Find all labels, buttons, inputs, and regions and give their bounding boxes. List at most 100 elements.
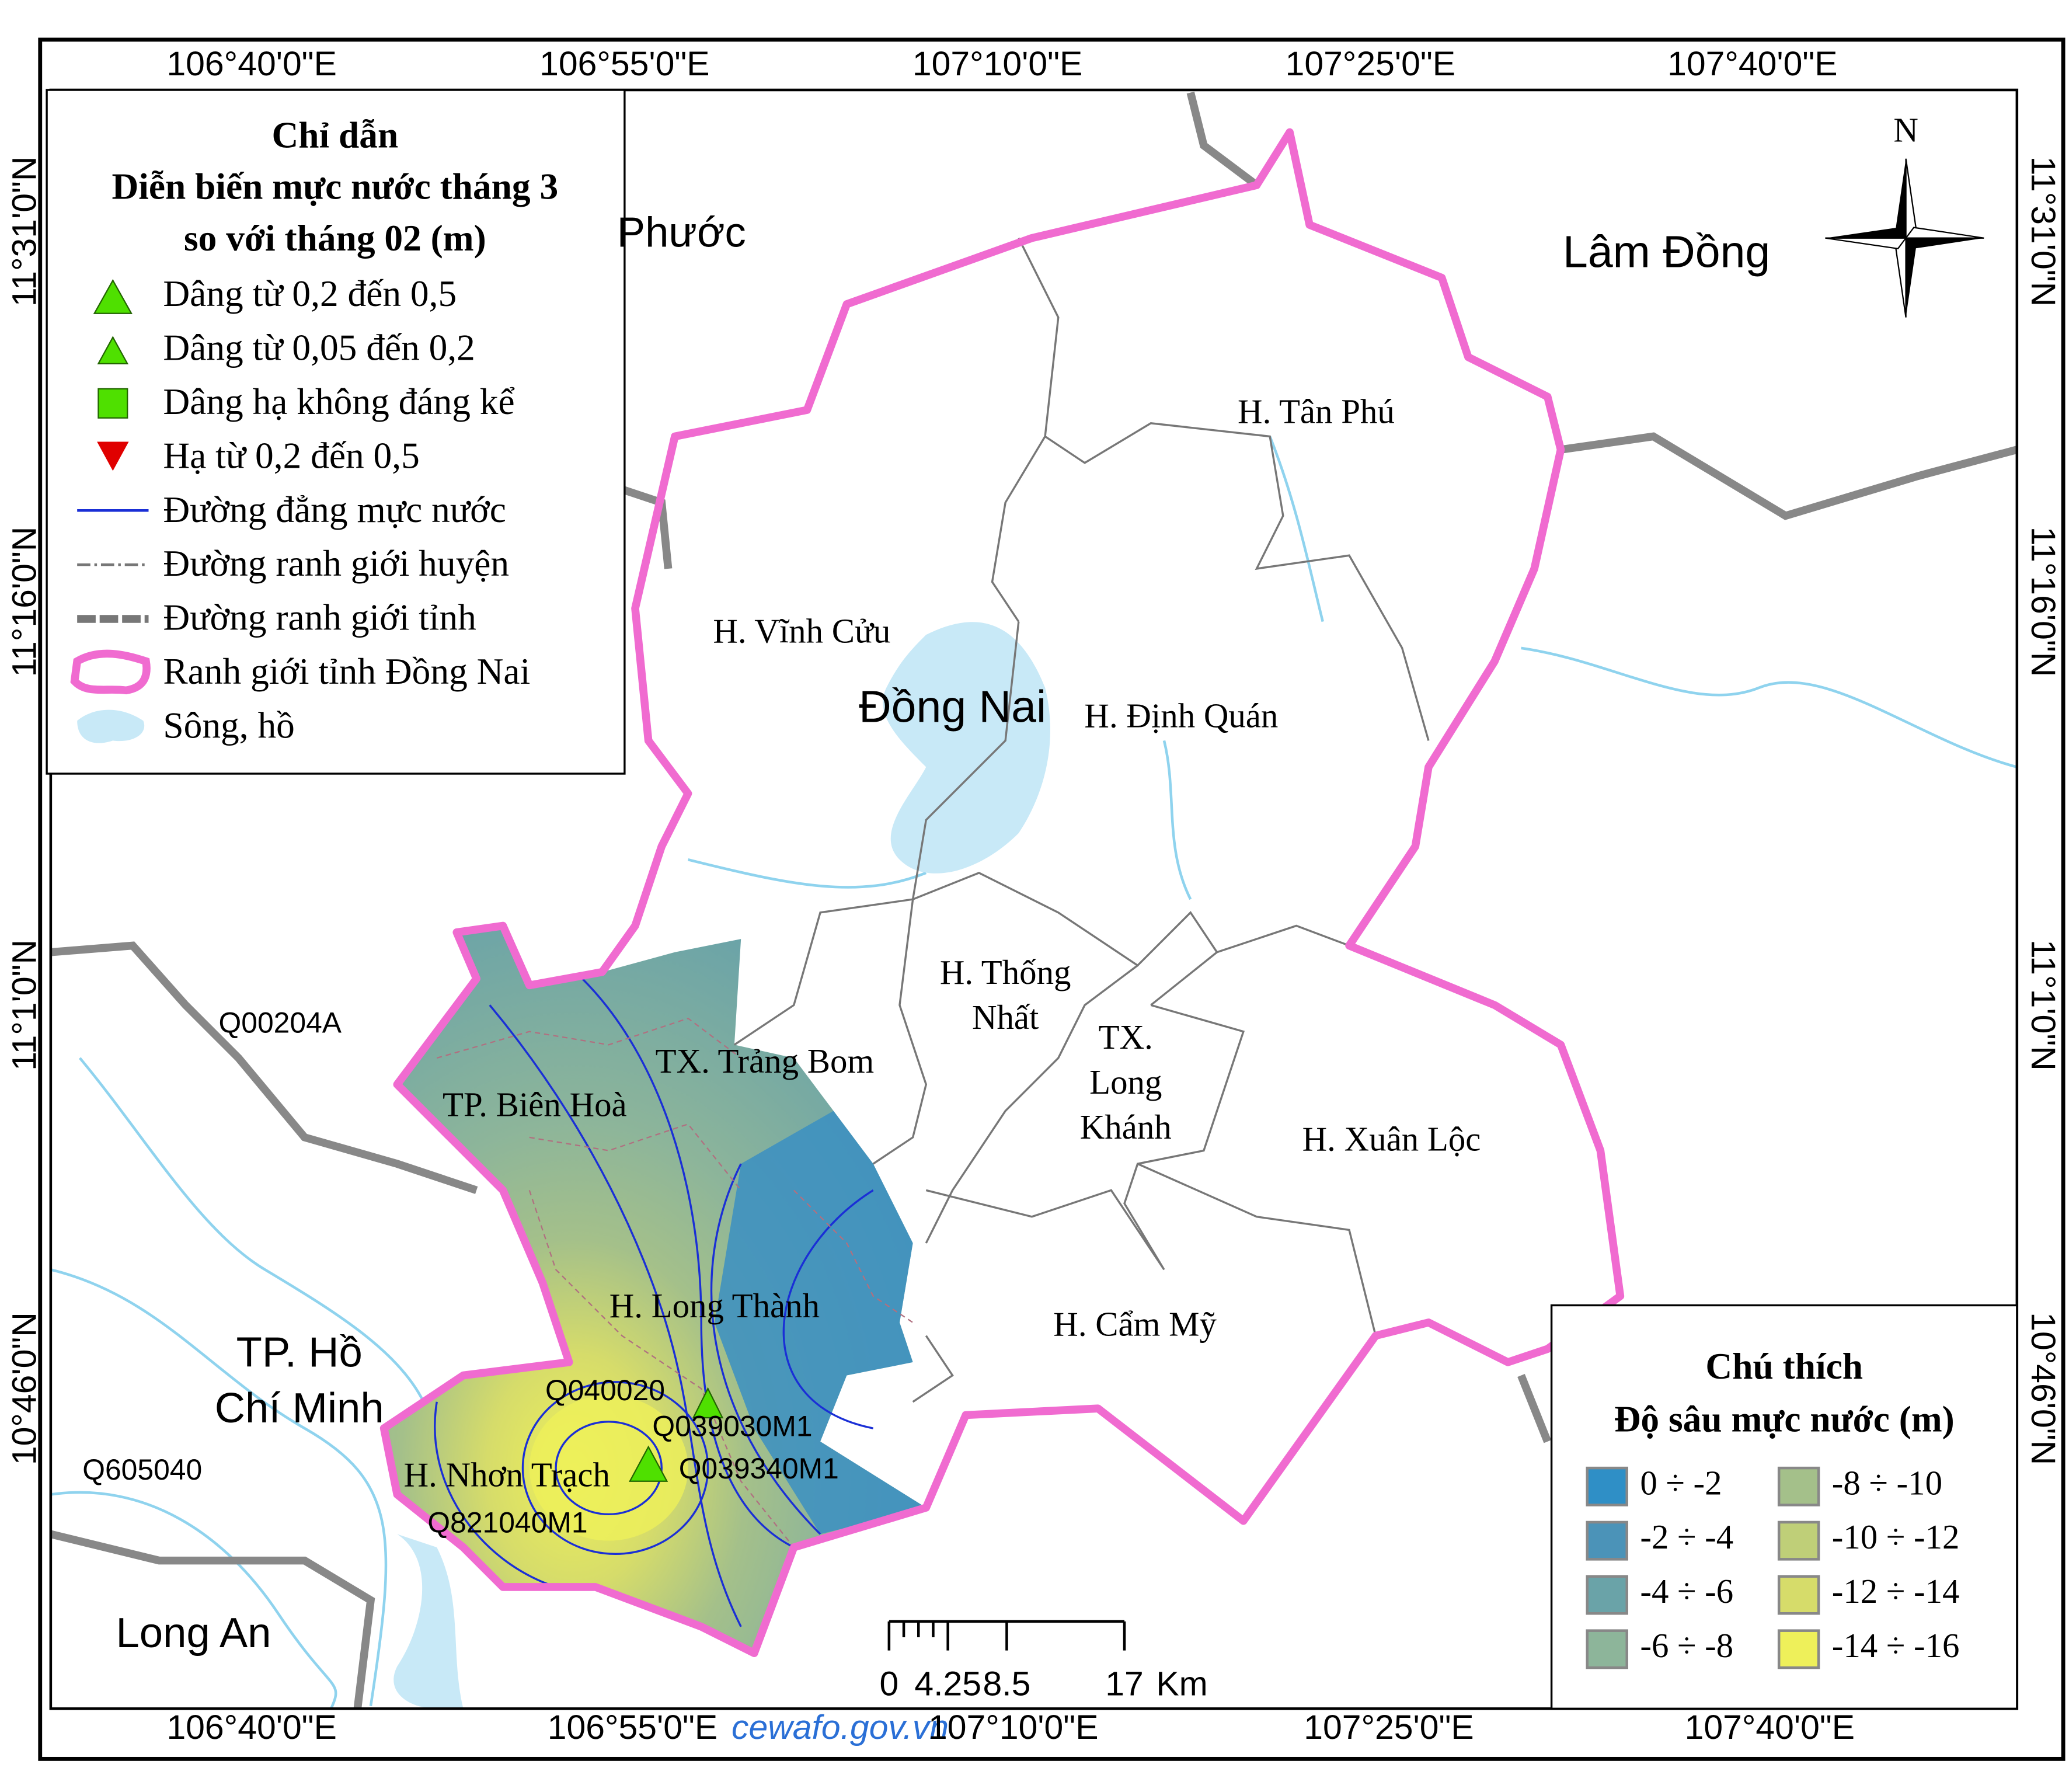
depth-class-swatch [1777, 1575, 1820, 1615]
province-boundary [379, 128, 1625, 1657]
depth-surface-core [529, 1395, 688, 1541]
coordinate-label: 106°40'0"E [166, 45, 336, 83]
place-label: TP. Biên Hoà [443, 1086, 627, 1124]
commune-lines [436, 1017, 914, 1548]
place-label: Đồng Nai [859, 682, 1046, 732]
coordinate-label: 107°40'0"E [1667, 45, 1837, 83]
coordinate-label: 10°46'0"N [2024, 1312, 2062, 1465]
map-body [50, 91, 2017, 1709]
river-area [393, 1534, 464, 1709]
legend-item-label: Đường ranh giới huyện [163, 542, 509, 584]
district-lines [733, 237, 1430, 1403]
district-line [872, 899, 928, 1165]
legend-item-label: Sông, hồ [163, 704, 294, 746]
compass-point [1906, 238, 1917, 318]
station-label: Q039030M1 [652, 1410, 812, 1442]
legend-item-label: Đường ranh giới tỉnh [163, 597, 476, 638]
coordinate-label: 107°25'0"E [1304, 1709, 1474, 1746]
coordinate-label: 11°31'0"N [2024, 156, 2062, 307]
depth-class-swatch [1586, 1575, 1628, 1615]
coordinate-label: 11°31'0"N [6, 156, 44, 307]
place-label: Long An [116, 1609, 271, 1657]
place-label: Nhất [972, 998, 1039, 1036]
station-rise-marker [629, 1445, 668, 1482]
station-label: Q605040 [82, 1453, 202, 1486]
compass-point [1825, 227, 1906, 238]
depth-class-label: 0 ÷ -2 [1640, 1464, 1722, 1502]
depth-class-swatch [1777, 1466, 1820, 1506]
contour [581, 977, 795, 1549]
coordinate-label: 106°40'0"E [166, 1709, 336, 1746]
place-label: H. Vĩnh Cửu [713, 613, 890, 650]
district-line [1217, 924, 1350, 954]
commune-line [436, 1017, 741, 1059]
depth-class-label: -2 ÷ -4 [1640, 1518, 1733, 1556]
scale-bar-label: 17 [1105, 1665, 1143, 1703]
province-line [50, 1530, 375, 1709]
legend-symbol [97, 336, 129, 364]
station-label: Q821040M1 [427, 1506, 587, 1539]
contour [710, 1163, 821, 1535]
coordinate-label: 107°10'0"E [912, 45, 1082, 83]
compass-point [1895, 158, 1906, 238]
place-label: Long [1089, 1063, 1162, 1101]
depth-class-label: -12 ÷ -14 [1832, 1572, 1960, 1610]
place-label: Lâm Đồng [1563, 227, 1770, 277]
place-label: TX. [1099, 1018, 1153, 1056]
place-label: Chí Minh [215, 1384, 384, 1432]
scale-bar-label: 4.25 [914, 1665, 981, 1703]
river [1162, 740, 1192, 900]
rivers [50, 436, 2017, 1709]
district-line [1018, 237, 1430, 741]
legend-item-label: Hạ từ 0,2 đến 0,5 [163, 434, 419, 476]
legend-symbol [97, 441, 129, 471]
legend-item-label: Đường đẳng mực nước [163, 489, 506, 530]
legend-title: Chỉ dẫn [271, 114, 398, 155]
station-label: Q00204A [219, 1006, 342, 1039]
river [1521, 646, 2017, 768]
depth-legend-subtitle: Độ sâu mực nước (m) [1614, 1398, 1955, 1440]
compass-point [1904, 227, 1984, 239]
coordinate-label: 11°16'0"N [6, 527, 44, 677]
depth-class-label: -14 ÷ -16 [1832, 1627, 1960, 1665]
legend-item-label: Ranh giới tỉnh Đồng Nai [163, 650, 530, 692]
place-label: H. Long Thành [609, 1287, 820, 1325]
depth-class-label: -10 ÷ -12 [1832, 1518, 1960, 1556]
lake [883, 622, 1051, 874]
depth-class-swatch [1777, 1520, 1820, 1561]
legend: Chỉ dẫn Diễn biến mực nước tháng 3 so vớ… [70, 114, 558, 743]
scale-bar-label: 8.5 [983, 1665, 1031, 1703]
compass-point [1825, 237, 1907, 250]
contour [555, 1421, 663, 1516]
contour [434, 1401, 556, 1588]
compass-point [1906, 238, 1984, 249]
north-arrow: N [1825, 111, 1984, 318]
district-line [912, 1335, 954, 1403]
place-label: H. Cẩm Mỹ [1053, 1306, 1217, 1344]
province-line [1517, 1374, 1552, 1443]
place-label: H. Định Quán [1084, 697, 1278, 735]
depth-class-label: -4 ÷ -6 [1640, 1572, 1733, 1610]
commune-line [528, 1190, 795, 1548]
province-line [50, 941, 478, 1194]
district-line [1137, 1163, 1377, 1337]
coordinate-label: 107°25'0"E [1286, 45, 1455, 83]
scale-bar-label: 0 [879, 1665, 898, 1703]
depth-legend-title: Chú thích [1705, 1345, 1863, 1387]
depth-class-swatch [1777, 1629, 1820, 1669]
province-line [1560, 432, 2017, 520]
place-label: H. Nhơn Trạch [404, 1456, 610, 1494]
legend-symbol [70, 649, 151, 695]
map-frame [49, 88, 2019, 1710]
place-label: Phước [617, 208, 746, 256]
depth-class-swatch [1586, 1466, 1628, 1506]
station-rise-marker [692, 1387, 724, 1419]
contour [521, 1381, 709, 1556]
legend-subtitle: so với tháng 02 (m) [184, 217, 486, 259]
north-label: N [1893, 111, 1918, 149]
coordinate-label: 107°10'0"E [928, 1709, 1098, 1746]
outer-frame [38, 37, 2065, 1761]
legend-items: Dâng từ 0,2 đến 0,5 Dâng từ 0,05 đến 0,2 D… [163, 273, 530, 746]
legend-item-label: Dâng từ 0,05 đến 0,2 [163, 327, 475, 368]
